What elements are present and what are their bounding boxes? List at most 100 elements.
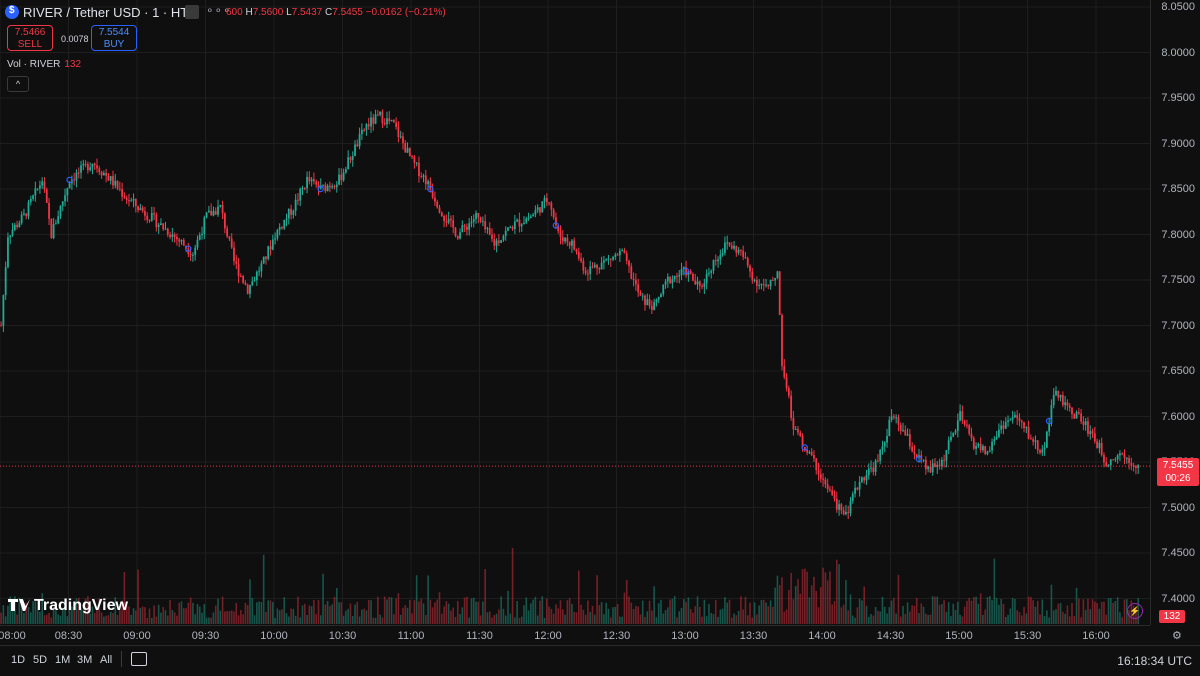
volume-bar xyxy=(1057,603,1060,624)
candle-body xyxy=(628,260,630,267)
candle-body xyxy=(959,411,961,421)
candle-body xyxy=(879,449,882,461)
price-axis[interactable]: 8.0500 8.0000 7.9500 7.9000 7.8500 7.8000 7.75… xyxy=(1150,0,1200,625)
volume-bar xyxy=(696,596,699,624)
candle-body xyxy=(1075,412,1078,419)
axis-settings-icon[interactable]: ⚙ xyxy=(1172,630,1182,642)
symbol-logo-icon[interactable] xyxy=(5,5,19,19)
candle-body xyxy=(146,215,149,220)
volume-bar xyxy=(584,614,587,624)
candle-body xyxy=(792,417,795,430)
candle-body xyxy=(57,216,60,224)
candle-body xyxy=(66,188,69,196)
volume-bar xyxy=(39,611,41,624)
candle-body xyxy=(1082,421,1085,425)
volume-bar xyxy=(744,596,747,624)
chart-plot-area[interactable] xyxy=(0,0,1150,625)
candle-body xyxy=(96,165,98,169)
candle-body xyxy=(762,284,765,286)
volume-bar xyxy=(577,570,580,624)
candle-body xyxy=(1023,422,1025,429)
candle-body xyxy=(495,240,498,246)
flash-icon[interactable]: ⚡ xyxy=(1127,603,1143,619)
volume-indicator-legend[interactable]: Vol · RIVER 132 xyxy=(7,59,81,70)
candle-body xyxy=(995,436,998,440)
candle-body xyxy=(1137,464,1140,468)
range-1d-button[interactable]: 1D xyxy=(11,654,26,666)
buy-button[interactable]: 7.5544 BUY xyxy=(91,25,137,51)
candle-body xyxy=(913,451,916,455)
time-tick-label: 08:00 xyxy=(0,630,26,642)
candle-body xyxy=(16,224,18,228)
candle-body xyxy=(285,218,288,220)
candle-body xyxy=(1004,422,1007,429)
range-3m-button[interactable]: 3M xyxy=(77,654,93,666)
volume-bar xyxy=(272,601,274,624)
candle-body xyxy=(360,129,363,134)
volume-bar xyxy=(502,608,505,624)
range-1m-button[interactable]: 1M xyxy=(55,654,71,666)
candle-body xyxy=(1036,440,1039,451)
candle-body xyxy=(214,211,217,215)
volume-bar xyxy=(760,599,763,624)
candle-body xyxy=(427,181,429,185)
volume-bar xyxy=(262,554,265,624)
candle-body xyxy=(589,266,592,274)
price-tick-label: 7.9500 xyxy=(1161,92,1195,104)
utc-clock[interactable]: 16:18:34 UTC xyxy=(1117,654,1192,668)
candle-body xyxy=(703,283,706,287)
volume-bar xyxy=(550,608,553,624)
calendar-icon[interactable] xyxy=(131,652,147,666)
candle-body xyxy=(34,188,37,196)
candle-body xyxy=(1011,417,1014,420)
volume-indicator-label: Vol · RIVER xyxy=(7,59,61,70)
tradingview-logo[interactable]: TradingView xyxy=(8,597,128,615)
volume-bar xyxy=(961,616,964,624)
collapse-legend-button[interactable]: ^ xyxy=(7,76,29,92)
volume-bar xyxy=(977,603,980,624)
volume-bar xyxy=(970,600,973,624)
candle-body xyxy=(966,424,968,426)
candle-body xyxy=(1080,413,1083,422)
price-tick-label: 7.7000 xyxy=(1161,319,1195,332)
candle-body xyxy=(431,190,434,198)
bottom-toolbar: 1D 5D 1M 3M All 16:18:34 UTC xyxy=(0,645,1200,676)
volume-bar xyxy=(23,613,25,624)
candle-body xyxy=(1000,425,1003,430)
volume-bar xyxy=(135,610,137,624)
volume-bar xyxy=(735,615,738,624)
candle-body xyxy=(968,425,971,434)
candle-body xyxy=(4,267,7,296)
volume-bar xyxy=(1103,601,1105,624)
flag-icon[interactable] xyxy=(185,5,199,19)
more-options-icon[interactable]: ∘∘∘ xyxy=(206,3,232,17)
candle-body xyxy=(367,124,370,127)
volume-bar xyxy=(153,605,155,624)
sell-label: SELL xyxy=(17,39,43,50)
candle-body xyxy=(370,117,372,127)
candlestick-chart[interactable] xyxy=(0,0,1150,625)
time-axis[interactable]: 08:00 08:30 09:00 09:30 10:00 10:30 11:00 11:30… xyxy=(0,625,1150,646)
volume-bar xyxy=(1030,597,1032,624)
volume-bar xyxy=(883,606,886,624)
volume-bar xyxy=(767,606,770,624)
candle-body xyxy=(705,273,708,284)
candle-body xyxy=(217,206,219,215)
volume-bar xyxy=(431,607,434,624)
volume-bar xyxy=(534,596,537,624)
candle-body xyxy=(1091,431,1094,434)
range-all-button[interactable]: All xyxy=(100,654,113,666)
candle-body xyxy=(945,449,948,461)
range-5d-button[interactable]: 5D xyxy=(33,654,48,666)
candle-body xyxy=(838,504,840,510)
candle-body xyxy=(582,260,585,271)
volume-bar xyxy=(756,614,758,624)
sell-button[interactable]: 7.5466 SELL xyxy=(7,25,53,51)
candle-body xyxy=(134,198,137,207)
volume-bar xyxy=(1110,598,1112,624)
volume-bar xyxy=(1075,587,1078,624)
volume-bar xyxy=(240,610,242,624)
candle-body xyxy=(491,234,493,239)
symbol-title[interactable]: RIVER / Tether USD · 1 · HTX xyxy=(23,5,197,20)
candle-body xyxy=(1068,405,1071,408)
